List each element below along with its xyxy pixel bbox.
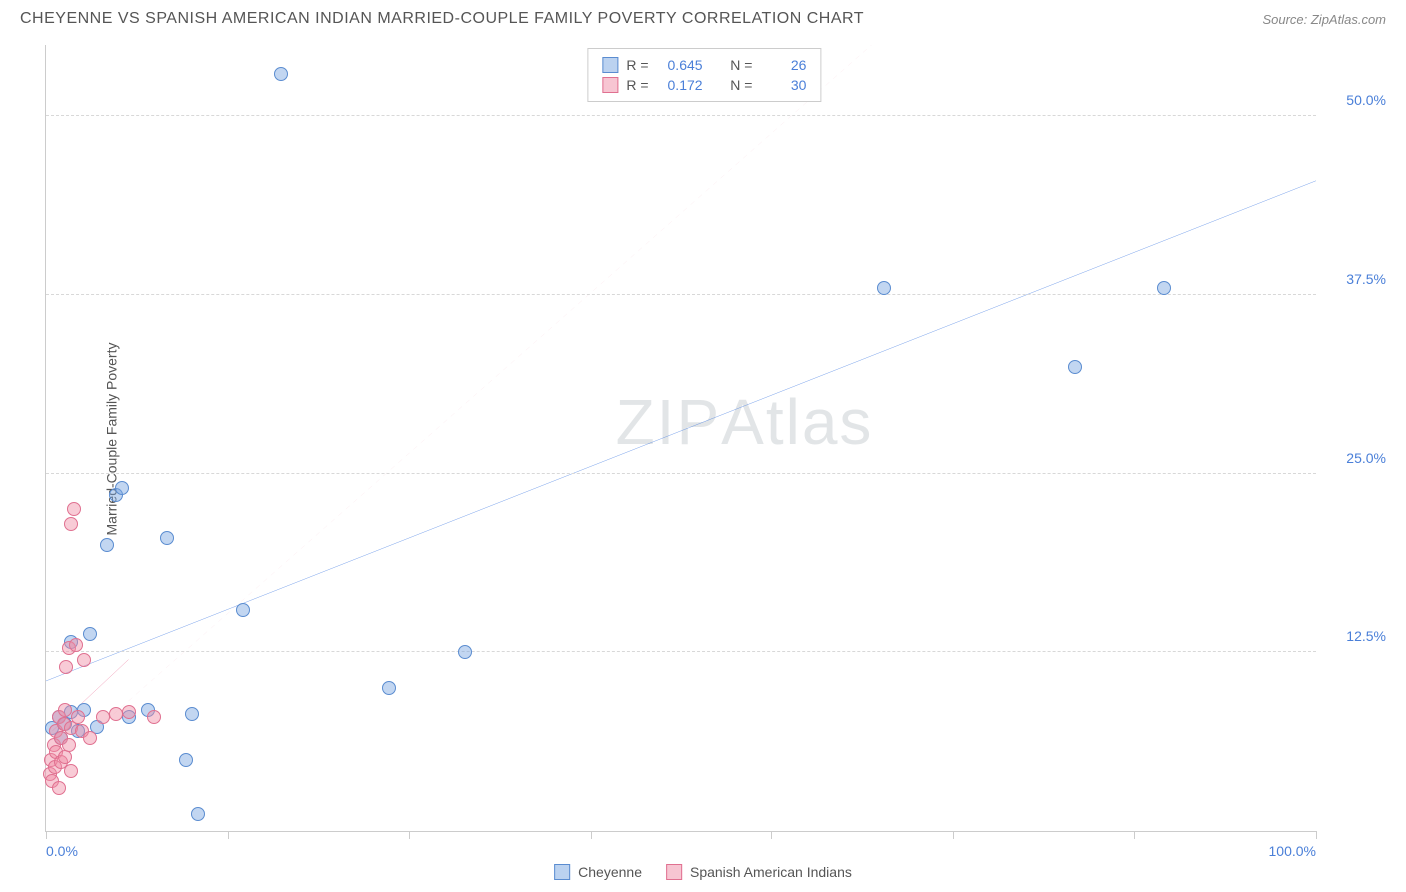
gridline <box>46 473 1316 474</box>
data-point <box>64 517 78 531</box>
x-tick-label: 100.0% <box>1269 843 1316 859</box>
legend-label: Spanish American Indians <box>690 864 852 880</box>
y-tick-label: 50.0% <box>1346 92 1386 108</box>
legend-item-cheyenne: Cheyenne <box>554 864 642 880</box>
x-tick <box>409 831 410 839</box>
data-point <box>122 705 136 719</box>
n-value: 26 <box>760 57 806 73</box>
data-point <box>236 603 250 617</box>
page-title: CHEYENNE VS SPANISH AMERICAN INDIAN MARR… <box>20 10 864 28</box>
plot-area: ZIPAtlas R =0.645 N =26R =0.172 N =30 12… <box>45 45 1316 832</box>
x-tick <box>46 831 47 839</box>
data-point <box>185 707 199 721</box>
swatch-blue-icon <box>602 57 618 73</box>
data-point <box>77 653 91 667</box>
legend-stat-row: R = 0.172 N = 30 <box>602 75 806 95</box>
r-label: R = <box>626 57 648 73</box>
chart-area: Married-Couple Family Poverty ZIPAtlas R… <box>45 45 1316 832</box>
x-tick <box>1134 831 1135 839</box>
data-point <box>1068 360 1082 374</box>
r-value: 0.172 <box>657 77 703 93</box>
data-point <box>115 481 129 495</box>
data-point <box>83 731 97 745</box>
swatch-pink-icon <box>666 864 682 880</box>
y-tick-label: 37.5% <box>1346 271 1386 287</box>
data-point <box>382 681 396 695</box>
n-label: N = <box>730 57 752 73</box>
data-point <box>458 645 472 659</box>
legend-stat-row: R = 0.645 N = 26 <box>602 55 806 75</box>
x-tick <box>1316 831 1317 839</box>
series-legend: Cheyenne Spanish American Indians <box>554 864 852 880</box>
data-point <box>59 660 73 674</box>
trend-lines <box>46 45 1316 831</box>
n-label: N = <box>730 77 752 93</box>
x-tick <box>591 831 592 839</box>
data-point <box>191 807 205 821</box>
data-point <box>100 538 114 552</box>
data-point <box>877 281 891 295</box>
gridline <box>46 294 1316 295</box>
data-point <box>64 764 78 778</box>
data-point <box>71 710 85 724</box>
data-point <box>67 502 81 516</box>
y-tick-label: 25.0% <box>1346 450 1386 466</box>
legend-label: Cheyenne <box>578 864 642 880</box>
legend-item-spanish: Spanish American Indians <box>666 864 852 880</box>
x-tick <box>953 831 954 839</box>
swatch-blue-icon <box>554 864 570 880</box>
y-tick-label: 12.5% <box>1346 628 1386 644</box>
swatch-pink-icon <box>602 77 618 93</box>
data-point <box>1157 281 1171 295</box>
r-label: R = <box>626 77 648 93</box>
data-point <box>69 638 83 652</box>
correlation-legend: R = 0.645 N = 26 R = 0.172 N = 30 <box>587 48 821 102</box>
data-point <box>179 753 193 767</box>
x-tick <box>771 831 772 839</box>
n-value: 30 <box>760 77 806 93</box>
data-point <box>147 710 161 724</box>
data-point <box>52 781 66 795</box>
r-value: 0.645 <box>657 57 703 73</box>
source-label: Source: ZipAtlas.com <box>1262 12 1386 27</box>
data-point <box>160 531 174 545</box>
gridline <box>46 115 1316 116</box>
data-point <box>62 738 76 752</box>
x-tick-label: 0.0% <box>46 843 78 859</box>
x-tick <box>228 831 229 839</box>
data-point <box>274 67 288 81</box>
data-point <box>83 627 97 641</box>
gridline <box>46 651 1316 652</box>
watermark: ZIPAtlas <box>616 385 874 459</box>
